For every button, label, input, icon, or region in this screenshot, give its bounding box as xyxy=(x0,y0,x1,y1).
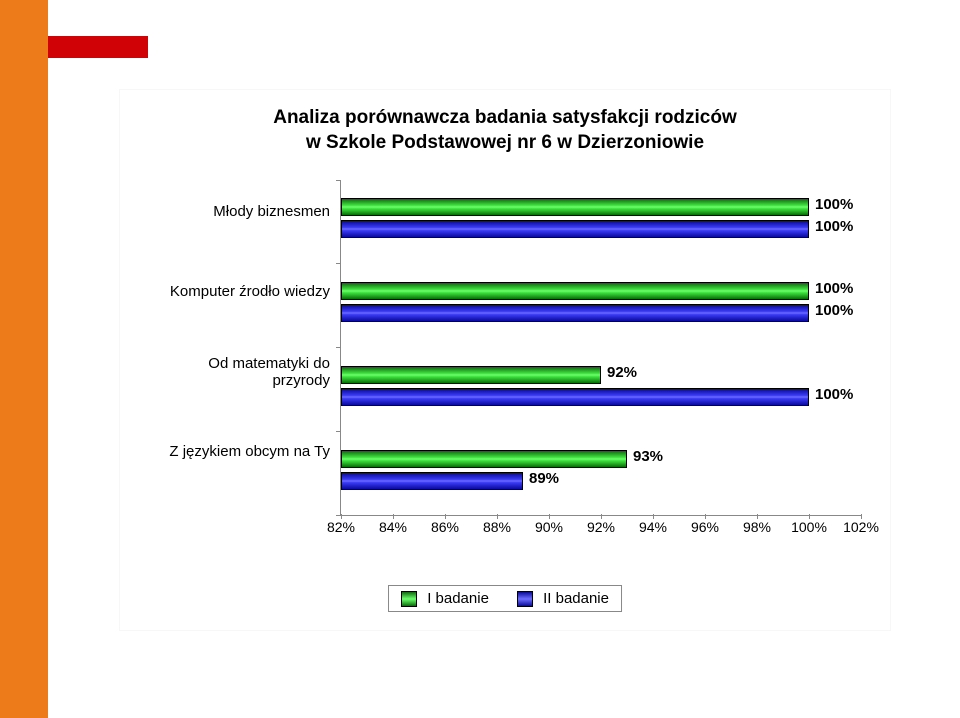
bar-series-2 xyxy=(341,220,809,238)
category-label: Od matematyki do przyrody xyxy=(150,355,330,390)
bar-series-1 xyxy=(341,366,601,384)
value-label: 89% xyxy=(529,470,559,487)
category-label: Komputer źrodło wiedzy xyxy=(150,283,330,300)
legend: I badanie II badanie xyxy=(388,585,622,612)
bar-group: 100% 100% xyxy=(341,194,861,244)
bar-group: 92% 100% xyxy=(341,362,861,412)
value-label: 100% xyxy=(815,280,853,297)
chart-card: Analiza porównawcza badania satysfakcji … xyxy=(120,90,890,630)
y-tick xyxy=(336,180,341,181)
value-label: 100% xyxy=(815,302,853,319)
bar-series-2 xyxy=(341,388,809,406)
x-tick: 102% xyxy=(841,519,881,535)
bar-group: 93% 89% xyxy=(341,446,861,496)
category-label: Młody biznesmen xyxy=(150,203,330,220)
x-tick: 94% xyxy=(633,519,673,535)
slide-accent-band xyxy=(0,0,48,718)
plot-area: 100% 100% 100% 100% 92% 100% 93% xyxy=(340,180,861,516)
x-tick: 86% xyxy=(425,519,465,535)
x-tick: 84% xyxy=(373,519,413,535)
bar-series-1 xyxy=(341,450,627,468)
bar-series-1 xyxy=(341,282,809,300)
legend-label: I badanie xyxy=(427,590,489,607)
x-tick: 98% xyxy=(737,519,777,535)
x-tick: 96% xyxy=(685,519,725,535)
x-tick: 100% xyxy=(789,519,829,535)
value-label: 100% xyxy=(815,196,853,213)
value-label: 93% xyxy=(633,448,663,465)
bar-series-2 xyxy=(341,472,523,490)
bar-series-2 xyxy=(341,304,809,322)
x-tick: 82% xyxy=(321,519,361,535)
title-line-1: Analiza porównawcza badania satysfakcji … xyxy=(273,107,737,128)
value-label: 92% xyxy=(607,364,637,381)
x-tick: 92% xyxy=(581,519,621,535)
y-tick xyxy=(336,347,341,348)
chart-title: Analiza porównawcza badania satysfakcji … xyxy=(120,106,890,155)
y-tick xyxy=(336,431,341,432)
value-label: 100% xyxy=(815,218,853,235)
category-label: Z językiem obcym na Ty xyxy=(150,443,330,460)
bar-series-1 xyxy=(341,198,809,216)
title-line-2: w Szkole Podstawowej nr 6 w Dzierzoniowi… xyxy=(306,132,704,153)
bar-chart: Młody biznesmen Komputer źrodło wiedzy O… xyxy=(150,180,860,540)
legend-item-1: I badanie xyxy=(401,590,489,607)
value-label: 100% xyxy=(815,386,853,403)
x-tick: 88% xyxy=(477,519,517,535)
y-tick xyxy=(336,263,341,264)
x-tick: 90% xyxy=(529,519,569,535)
legend-swatch-icon xyxy=(401,591,417,607)
legend-label: II badanie xyxy=(543,590,609,607)
legend-swatch-icon xyxy=(517,591,533,607)
bar-group: 100% 100% xyxy=(341,278,861,328)
legend-item-2: II badanie xyxy=(517,590,609,607)
